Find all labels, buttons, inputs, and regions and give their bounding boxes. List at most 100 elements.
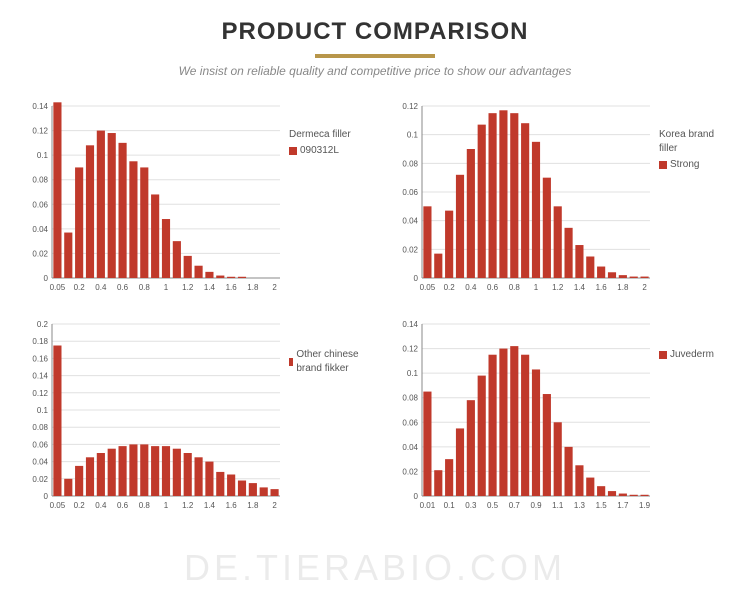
svg-text:1.8: 1.8 [247, 283, 259, 292]
legend-row-0: 090312L [289, 144, 359, 158]
legend-3: Juvederm [659, 346, 729, 362]
svg-text:0.12: 0.12 [402, 345, 418, 354]
svg-text:0.06: 0.06 [32, 440, 48, 449]
svg-text:0.2: 0.2 [444, 283, 456, 292]
legend-1: Korea brand filler Strong [659, 128, 730, 172]
svg-text:1: 1 [164, 501, 169, 510]
svg-text:0.12: 0.12 [402, 102, 418, 111]
svg-text:0.6: 0.6 [117, 283, 129, 292]
svg-text:0.1: 0.1 [407, 131, 419, 140]
chart-cell-3: 0 0.02 0.04 0.06 0.08 0.1 0.12 0.14 0.01 0.1 0.3 0.… [390, 316, 730, 516]
svg-text:0: 0 [44, 274, 49, 283]
svg-text:1.7: 1.7 [617, 501, 629, 510]
svg-text:1.4: 1.4 [574, 283, 586, 292]
svg-text:0.14: 0.14 [402, 320, 418, 329]
svg-text:1.5: 1.5 [596, 501, 608, 510]
page-title: PRODUCT COMPARISON [0, 18, 750, 46]
svg-text:1.9: 1.9 [639, 501, 651, 510]
charts-grid: 00.020.040.060.080.10.120.140.050.20.40.… [0, 78, 750, 516]
svg-text:0: 0 [414, 492, 419, 501]
svg-text:1.8: 1.8 [247, 501, 259, 510]
chart-3: 0 0.02 0.04 0.06 0.08 0.1 0.12 0.14 0.01 0.1 0.3 0.… [390, 316, 655, 516]
svg-text:0.3: 0.3 [465, 501, 477, 510]
svg-text:0.04: 0.04 [402, 217, 418, 226]
svg-text:1.2: 1.2 [182, 283, 194, 292]
svg-text:0.06: 0.06 [402, 418, 418, 427]
svg-text:1: 1 [164, 283, 169, 292]
svg-text:0.5: 0.5 [487, 501, 499, 510]
svg-text:0.06: 0.06 [402, 188, 418, 197]
svg-text:0.12: 0.12 [32, 389, 48, 398]
chart-0: 00.020.040.060.080.10.120.140.050.20.40.… [20, 98, 285, 298]
title-underline [315, 54, 435, 58]
legend-row-3: Juvederm [659, 348, 729, 362]
legend-swatch-2 [289, 358, 293, 366]
legend-title-0: Dermeca filler [289, 128, 359, 142]
svg-text:0.7: 0.7 [509, 501, 521, 510]
legend-2: Other chinese brand fikker [289, 346, 360, 376]
svg-text:0.6: 0.6 [117, 501, 129, 510]
svg-text:0.4: 0.4 [95, 501, 107, 510]
svg-text:0.05: 0.05 [420, 283, 436, 292]
svg-text:0.08: 0.08 [32, 423, 48, 432]
svg-text:0.02: 0.02 [32, 249, 48, 258]
svg-text:0.8: 0.8 [139, 501, 151, 510]
svg-text:0.04: 0.04 [402, 443, 418, 452]
svg-text:0.05: 0.05 [50, 501, 66, 510]
svg-text:1.8: 1.8 [617, 283, 629, 292]
legend-swatch-3 [659, 351, 667, 359]
svg-text:0.4: 0.4 [95, 283, 107, 292]
watermark: DE.TIERABIO.COM [0, 547, 750, 589]
chart-cell-0: 00.020.040.060.080.10.120.140.050.20.40.… [20, 98, 360, 298]
svg-text:1.4: 1.4 [204, 501, 216, 510]
svg-text:0.05: 0.05 [50, 283, 66, 292]
svg-text:0.18: 0.18 [32, 337, 48, 346]
svg-text:0.1: 0.1 [407, 369, 419, 378]
chart-cell-2: 00.020.040.060.080.10.120.140.160.180.20… [20, 316, 360, 516]
svg-text:1.4: 1.4 [204, 283, 216, 292]
chart-1: 00.020.040.060.080.10.120.050.20.40.60.8… [390, 98, 655, 298]
svg-text:0.14: 0.14 [32, 102, 48, 111]
svg-text:0.1: 0.1 [37, 151, 49, 160]
legend-row-2: Other chinese brand fikker [289, 348, 360, 376]
svg-text:0.2: 0.2 [74, 283, 86, 292]
svg-text:2: 2 [642, 283, 647, 292]
legend-swatch-1 [659, 161, 667, 169]
svg-text:2: 2 [272, 283, 277, 292]
svg-text:1: 1 [534, 283, 539, 292]
svg-text:0.08: 0.08 [402, 394, 418, 403]
svg-text:0.4: 0.4 [465, 283, 477, 292]
svg-text:0.2: 0.2 [37, 320, 49, 329]
svg-text:0.02: 0.02 [402, 467, 418, 476]
legend-swatch-0 [289, 147, 297, 155]
svg-text:0.02: 0.02 [32, 475, 48, 484]
svg-text:0.08: 0.08 [402, 159, 418, 168]
svg-text:0.8: 0.8 [139, 283, 151, 292]
header: PRODUCT COMPARISON We insist on reliable… [0, 0, 750, 78]
svg-text:0: 0 [414, 274, 419, 283]
svg-text:0.2: 0.2 [74, 501, 86, 510]
legend-0: Dermeca filler 090312L [289, 128, 359, 158]
svg-text:1.2: 1.2 [552, 283, 564, 292]
svg-text:0.1: 0.1 [444, 501, 456, 510]
svg-text:0.06: 0.06 [32, 200, 48, 209]
svg-text:0.04: 0.04 [32, 225, 48, 234]
legend-title-3: Juvederm [670, 348, 714, 362]
svg-text:0.16: 0.16 [32, 354, 48, 363]
legend-series-0: 090312L [300, 144, 339, 158]
svg-text:1.6: 1.6 [226, 283, 238, 292]
svg-text:0.02: 0.02 [402, 245, 418, 254]
svg-text:0.6: 0.6 [487, 283, 499, 292]
svg-text:1.3: 1.3 [574, 501, 586, 510]
legend-title-1: Korea brand filler [659, 128, 730, 156]
svg-text:0.1: 0.1 [37, 406, 49, 415]
svg-text:0.12: 0.12 [32, 127, 48, 136]
page-subtitle: We insist on reliable quality and compet… [0, 64, 750, 78]
legend-row-1: Strong [659, 158, 730, 172]
svg-text:1.2: 1.2 [182, 501, 194, 510]
svg-text:0.14: 0.14 [32, 372, 48, 381]
legend-title-2: Other chinese brand fikker [296, 348, 360, 376]
svg-text:0.01: 0.01 [420, 501, 436, 510]
chart-2: 00.020.040.060.080.10.120.140.160.180.20… [20, 316, 285, 516]
svg-text:1.6: 1.6 [226, 501, 238, 510]
